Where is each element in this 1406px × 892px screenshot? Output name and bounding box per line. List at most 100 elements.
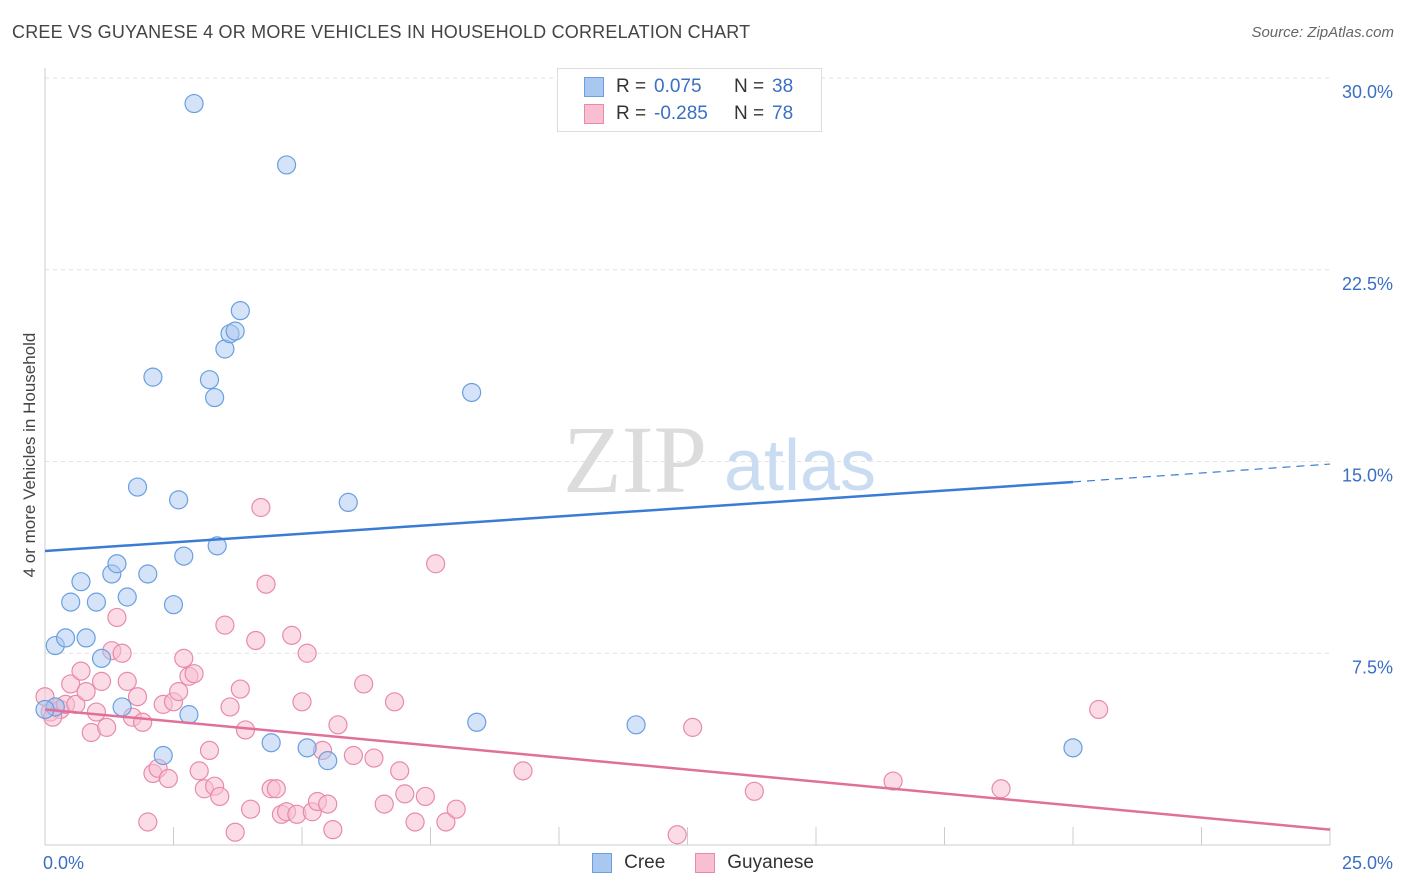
guyanese-point [991, 779, 1011, 799]
legend: R = 0.075 N = 38 R = -0.285 N = 78 [557, 68, 822, 132]
guyanese-point [133, 712, 153, 732]
guyanese-point [91, 671, 112, 691]
legend-n-label: N = [734, 103, 765, 124]
guyanese-point [297, 643, 317, 663]
guyanese-point [241, 799, 261, 819]
bottom-swatch-guyanese [695, 853, 716, 873]
bottom-legend-guyanese[interactable]: Guyanese [695, 852, 814, 874]
legend-n-value: 78 [772, 103, 794, 124]
guyanese-point [513, 761, 533, 781]
guyanese-point [683, 717, 703, 737]
cree-point [112, 697, 132, 717]
watermark-atlas: atlas [724, 426, 876, 506]
guyanese-point [266, 779, 286, 799]
guyanese-point [883, 771, 903, 791]
cree-trend-line [44, 480, 1074, 553]
legend-r-value: -0.285 [654, 103, 708, 124]
cree-point [225, 321, 245, 341]
cree-point [199, 370, 220, 390]
watermark-zip: ZIP [563, 406, 707, 513]
guyanese-point [256, 574, 276, 594]
guyanese-point [390, 761, 410, 781]
legend-swatch-guyanese [584, 104, 604, 124]
bottom-legend-cree[interactable]: Cree [592, 852, 665, 874]
bottom-swatch-cree [592, 853, 613, 873]
cree-point [163, 595, 184, 615]
guyanese-point [426, 554, 446, 574]
guyanese-point [117, 671, 137, 691]
guyanese-trend-line [44, 708, 1331, 831]
legend-n-label: N = [734, 76, 765, 97]
legend-n-value: 38 [772, 76, 794, 97]
guyanese-point [328, 715, 348, 735]
legend-r-label: R = [616, 103, 647, 124]
legend-r-value: 0.075 [654, 76, 702, 97]
tick-labels: 7.5% 15.0% 22.5% 30.0% 0.0% 25.0% [43, 82, 1393, 873]
cree-point [86, 592, 107, 612]
guyanese-point [71, 661, 91, 681]
guyanese-point [138, 812, 158, 832]
cree-point [169, 490, 189, 510]
guyanese-point [343, 745, 363, 766]
guyanese-point [436, 812, 456, 832]
cree-point [143, 367, 163, 387]
cree-point [276, 155, 297, 175]
guyanese-point [86, 702, 107, 722]
cree-trend-extension [1072, 463, 1331, 483]
guyanese-point [744, 781, 764, 801]
cree-point [138, 564, 158, 584]
guyanese-point [189, 761, 209, 781]
cree-point [76, 628, 96, 648]
guyanese-point [318, 794, 338, 814]
cree-point [318, 751, 338, 771]
y-tick-label: 30.0% [1342, 82, 1393, 102]
guyanese-point [292, 692, 312, 712]
cree-point [297, 738, 317, 758]
cree-point [179, 705, 199, 725]
guyanese-point [251, 497, 271, 518]
guyanese-point [158, 768, 178, 789]
guyanese-point [667, 825, 687, 845]
cree-point [127, 477, 148, 497]
guyanese-point [76, 681, 96, 702]
cree-point [1063, 738, 1083, 758]
guyanese-point [354, 674, 374, 694]
x-tick-label: 0.0% [43, 853, 84, 873]
guyanese-point [112, 643, 132, 663]
bottom-legend: Cree Guyanese [0, 852, 1406, 874]
guyanese-point [174, 648, 194, 668]
cree-points [35, 93, 1083, 771]
guyanese-point [395, 784, 415, 804]
legend-swatch-cree [584, 77, 604, 97]
cree-point [230, 301, 250, 321]
cree-point [462, 382, 482, 403]
trend-layer [44, 463, 1331, 831]
y-tick-label: 22.5% [1342, 274, 1393, 294]
cree-point [61, 592, 81, 612]
guyanese-points [35, 497, 1109, 845]
guyanese-point [374, 794, 394, 814]
cree-point [117, 587, 137, 607]
cree-point [261, 733, 281, 753]
guyanese-point [169, 681, 189, 702]
cree-point [205, 387, 225, 408]
guyanese-point [61, 674, 81, 694]
cree-point [153, 745, 173, 766]
guyanese-point [1089, 699, 1109, 720]
guyanese-point [107, 607, 127, 628]
cree-point [174, 546, 194, 566]
cree-point [467, 712, 487, 732]
cree-point [55, 628, 76, 648]
guyanese-point [127, 687, 148, 707]
bottom-legend-cree-label: Cree [624, 852, 666, 873]
guyanese-point [210, 786, 230, 807]
legend-row-guyanese: R = -0.285 N = 78 [584, 102, 793, 126]
guyanese-point [199, 740, 220, 761]
legend-row-cree: R = 0.075 N = 38 [584, 75, 793, 99]
guyanese-point [97, 717, 117, 737]
cree-point [107, 554, 127, 574]
guyanese-point [215, 615, 235, 635]
cree-point [338, 492, 358, 513]
x-tick-label: 25.0% [1342, 853, 1393, 873]
